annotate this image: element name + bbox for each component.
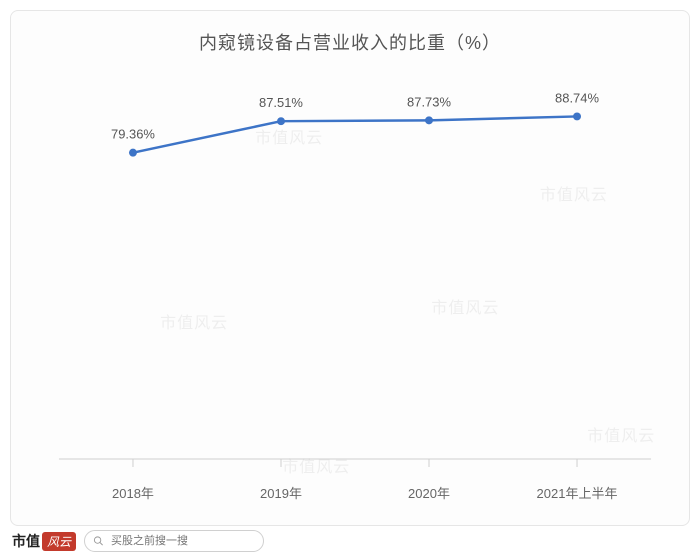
footer-bar: 市值 风云 [12,527,688,555]
x-axis-label: 2018年 [112,483,154,502]
value-label: 79.36% [111,127,155,142]
value-label: 87.51% [259,95,303,110]
brand-logo: 市值 风云 [12,531,76,551]
search-input[interactable] [109,534,255,548]
value-label: 87.73% [407,94,451,109]
chart-svg: 79.36% 87.51% 87.73% 88.74% [49,67,661,469]
chart-plot-area: 79.36% 87.51% 87.73% 88.74% [49,67,661,469]
x-axis-label: 2019年 [260,483,302,502]
chart-card: 内窥镜设备占营业收入的比重（%） 79.36% 87.51% 87.73% 88.74… [10,10,690,526]
search-box[interactable] [84,530,264,552]
brand-badge: 风云 [42,532,76,551]
x-axis-labels: 2018年 2019年 2020年 2021年上半年 [49,477,661,507]
value-label: 88.74% [555,91,599,106]
x-axis-label: 2020年 [408,483,450,502]
x-axis-label: 2021年上半年 [537,483,618,502]
chart-title: 内窥镜设备占营业收入的比重（%） [29,29,671,55]
search-icon [93,535,104,547]
brand-text: 市值 [12,531,40,551]
